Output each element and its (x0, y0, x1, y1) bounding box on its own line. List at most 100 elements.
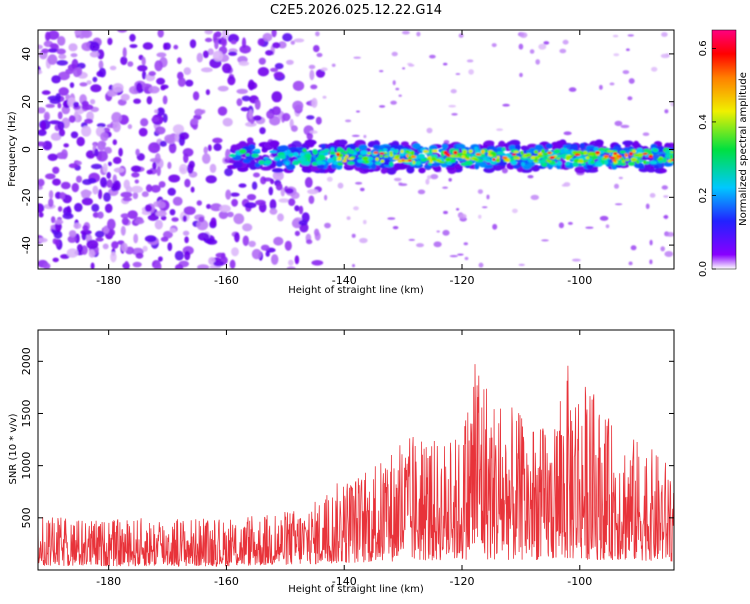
noise-speckle (618, 176, 623, 180)
signal-blob (541, 149, 545, 154)
signal-blob (501, 153, 506, 157)
signal-blob (670, 151, 674, 154)
noise-speckle (98, 67, 106, 78)
snr-ytick-label: 1000 (20, 452, 33, 480)
signal-blob (607, 150, 614, 153)
noise-speckle (49, 120, 61, 125)
noise-speckle (196, 52, 203, 63)
signal-blob (514, 144, 521, 151)
noise-speckle (212, 50, 224, 62)
noise-speckle (308, 195, 315, 204)
noise-speckle (111, 112, 122, 123)
noise-speckle (402, 30, 410, 35)
noise-speckle (212, 137, 223, 144)
noise-speckle (248, 240, 256, 248)
noise-speckle (337, 182, 344, 189)
noise-speckle (196, 200, 202, 206)
signal-blob (393, 149, 399, 154)
noise-speckle (129, 44, 138, 49)
noise-speckle (96, 123, 106, 128)
signal-blob (531, 164, 540, 172)
snr-ytick-label: 2000 (20, 347, 33, 375)
noise-speckle (41, 48, 49, 54)
noise-speckle (168, 174, 181, 183)
noise-speckle (315, 116, 322, 125)
noise-speckle (141, 56, 146, 66)
signal-blob (632, 149, 636, 154)
noise-speckle (661, 32, 668, 37)
noise-speckle (228, 51, 238, 56)
noise-speckle (58, 87, 69, 96)
noise-speckle (52, 257, 59, 263)
noise-speckle (155, 210, 167, 217)
signal-blob (508, 144, 517, 151)
signal-blob (347, 161, 355, 166)
noise-speckle (331, 63, 336, 67)
noise-speckle (94, 148, 99, 157)
signal-blob (553, 148, 561, 154)
noise-speckle (298, 220, 308, 226)
signal-blob (361, 156, 369, 161)
noise-speckle (147, 214, 159, 221)
signal-blob (490, 151, 497, 156)
noise-speckle (502, 103, 510, 107)
signal-blob (360, 165, 370, 169)
noise-speckle (74, 30, 82, 36)
signal-blob (389, 151, 393, 155)
signal-blob (495, 158, 501, 163)
noise-speckle (271, 30, 277, 38)
noise-speckle (68, 115, 76, 123)
noise-speckle (605, 224, 610, 229)
noise-speckle (408, 64, 415, 67)
noise-speckle (173, 44, 179, 50)
noise-speckle (111, 185, 118, 192)
noise-speckle (291, 125, 298, 132)
noise-speckle (148, 142, 161, 154)
signal-blob (547, 151, 552, 155)
noise-speckle (311, 97, 318, 108)
signal-blob (473, 158, 479, 162)
noise-speckle (85, 150, 96, 159)
signal-blob (659, 168, 667, 173)
noise-speckle (38, 203, 45, 213)
noise-speckle (491, 43, 497, 48)
spectrogram-ytick-label: -40 (20, 236, 33, 254)
noise-speckle (408, 238, 416, 241)
noise-speckle (45, 103, 55, 108)
noise-speckle (120, 191, 133, 198)
noise-speckle (205, 175, 217, 184)
noise-speckle (391, 51, 398, 57)
noise-speckle (242, 223, 253, 232)
spectrogram-xtick-label: -140 (332, 274, 357, 287)
signal-blob (373, 144, 380, 150)
noise-speckle (80, 189, 92, 197)
noise-speckle (48, 190, 54, 199)
noise-speckle (244, 202, 257, 209)
noise-speckle (527, 175, 534, 179)
noise-speckle (76, 244, 83, 253)
noise-speckle (38, 107, 46, 114)
signal-blob (411, 150, 415, 156)
noise-speckle (160, 85, 166, 91)
noise-speckle (132, 192, 139, 200)
noise-speckle (167, 242, 173, 251)
noise-speckle (660, 246, 665, 252)
noise-speckle (102, 243, 109, 250)
signal-blob (665, 154, 671, 159)
noise-speckle (311, 260, 324, 266)
noise-speckle (210, 217, 217, 227)
signal-blob (251, 153, 259, 158)
noise-speckle (558, 222, 565, 229)
noise-speckle (273, 71, 284, 79)
signal-blob (612, 159, 617, 162)
snr-ytick-label: 500 (20, 507, 33, 528)
signal-blob (390, 148, 395, 152)
noise-speckle (392, 226, 399, 230)
noise-speckle (356, 110, 360, 113)
noise-speckle (416, 243, 424, 248)
noise-speckle (58, 71, 70, 81)
signal-blob (560, 148, 565, 154)
signal-blob (594, 139, 604, 146)
noise-speckle (157, 201, 166, 209)
noise-speckle (478, 262, 484, 268)
